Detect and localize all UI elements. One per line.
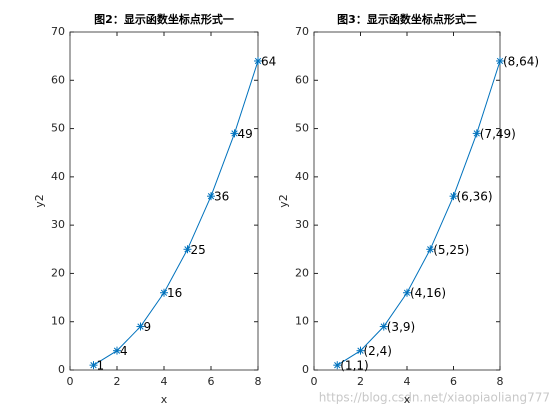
data-label: (8,64) — [503, 54, 539, 68]
data-label: 64 — [261, 54, 276, 68]
chart-title: 图3：显示函数坐标点形式二 — [337, 12, 477, 26]
y-tick-label: 10 — [51, 315, 65, 328]
data-label: 49 — [238, 127, 253, 141]
x-tick-label: 4 — [404, 375, 411, 388]
x-tick-label: 0 — [67, 375, 74, 388]
data-label: (5,25) — [433, 243, 469, 257]
data-label: 9 — [144, 320, 152, 334]
marker-stroke — [496, 57, 504, 65]
marker-stroke — [184, 246, 191, 253]
marker — [136, 322, 145, 331]
y-tick-label: 40 — [51, 170, 65, 183]
marker-stroke — [160, 289, 168, 296]
marker — [207, 192, 215, 201]
marker — [183, 245, 192, 254]
marker-stroke — [334, 362, 341, 369]
y-tick-label: 60 — [51, 73, 65, 86]
x-tick-label: 2 — [357, 375, 364, 388]
marker — [254, 56, 262, 65]
marker — [333, 361, 342, 370]
marker-stroke — [231, 130, 238, 137]
data-label: 4 — [120, 344, 128, 358]
x-tick-label: 8 — [255, 375, 262, 388]
marker-stroke — [427, 246, 434, 253]
marker — [230, 129, 239, 138]
marker-stroke — [113, 347, 121, 354]
marker-stroke — [380, 323, 387, 330]
y-tick-label: 10 — [295, 315, 309, 328]
data-label: (1,1) — [340, 359, 368, 373]
y-tick-label: 30 — [295, 218, 309, 231]
marker-stroke — [90, 362, 97, 369]
data-label: (6,36) — [457, 190, 493, 204]
marker-stroke — [403, 289, 411, 296]
y-tick-label: 20 — [51, 266, 65, 279]
marker — [403, 288, 411, 297]
y-tick-label: 0 — [302, 363, 309, 376]
data-label: (2,4) — [364, 344, 392, 358]
y-tick-label: 70 — [51, 25, 65, 38]
marker-stroke — [473, 130, 480, 137]
marker-stroke — [254, 57, 262, 65]
data-label: 1 — [97, 359, 105, 373]
marker-stroke — [450, 193, 457, 200]
chart-title: 图2：显示函数坐标点形式一 — [94, 12, 234, 26]
y-tick-label: 60 — [295, 73, 309, 86]
x-tick-label: 6 — [450, 375, 457, 388]
marker — [496, 56, 504, 65]
marker — [113, 346, 121, 355]
marker — [379, 322, 388, 331]
marker — [426, 245, 435, 254]
marker — [472, 129, 481, 138]
y-tick-label: 50 — [51, 122, 65, 135]
marker — [356, 346, 365, 355]
x-axis-label: x — [404, 393, 411, 406]
marker — [89, 361, 98, 370]
line — [93, 60, 259, 366]
x-tick-label: 4 — [161, 375, 168, 388]
marker-stroke — [207, 193, 215, 200]
data-label: (7,49) — [480, 127, 516, 141]
y-tick-label: 40 — [295, 170, 309, 183]
y-tick-label: 50 — [295, 122, 309, 135]
data-label: 25 — [191, 243, 206, 257]
y-tick-label: 20 — [295, 266, 309, 279]
x-tick-label: 6 — [208, 375, 215, 388]
data-label: (3,9) — [387, 320, 415, 334]
y-axis-label: y2 — [33, 194, 46, 208]
x-tick-label: 2 — [114, 375, 121, 388]
data-label: 36 — [214, 190, 229, 204]
marker — [160, 288, 168, 297]
y-tick-label: 0 — [58, 363, 65, 376]
data-label: (4,16) — [410, 286, 446, 300]
marker-stroke — [137, 323, 144, 330]
x-tick-label: 0 — [311, 375, 318, 388]
x-tick-label: 8 — [497, 375, 504, 388]
y-tick-label: 70 — [295, 25, 309, 38]
y-tick-label: 30 — [51, 218, 65, 231]
marker-stroke — [357, 347, 364, 354]
marker — [449, 192, 458, 201]
watermark: https://blog.csdn.net/xiaopiaoliang777 — [319, 391, 550, 405]
y-axis-label: y2 — [277, 194, 290, 208]
x-axis-label: x — [161, 393, 168, 406]
data-label: 16 — [167, 286, 182, 300]
line — [336, 60, 501, 366]
